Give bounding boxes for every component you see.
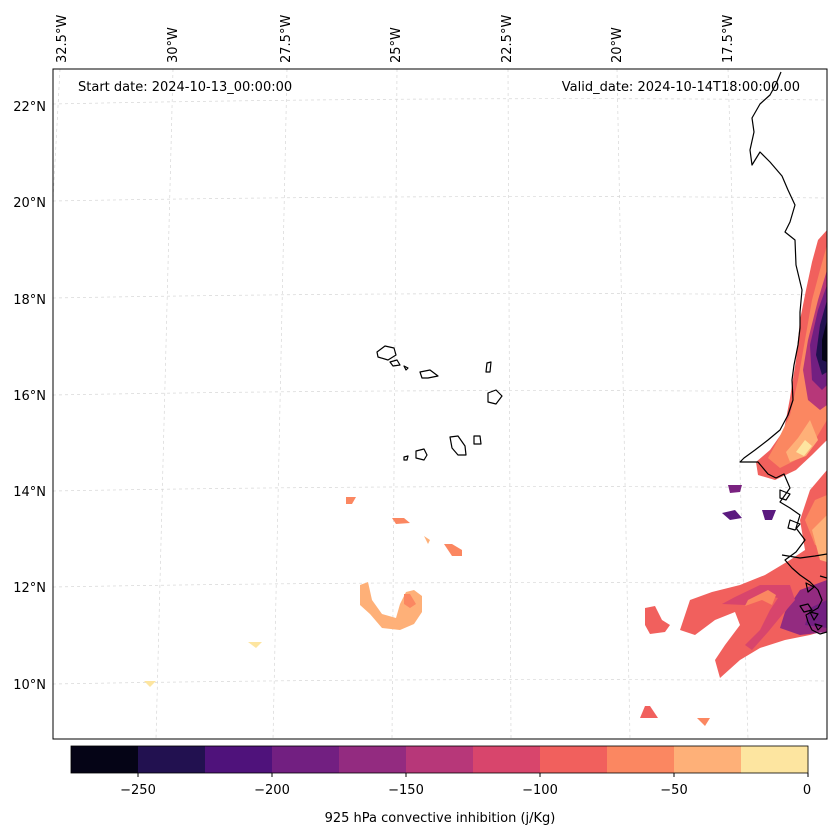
colorbar-segment	[71, 746, 139, 773]
latitude-tick-labels: 22°N 20°N 18°N 16°N 14°N 12°N 10°N	[13, 100, 46, 693]
island-sao-vicente	[389, 359, 401, 367]
cin-filled-contours	[144, 230, 827, 726]
lat-gridline-22	[53, 98, 827, 105]
coastline-bay-1	[805, 582, 815, 593]
island-santa-luzia	[403, 365, 409, 371]
cin-contour-ocean-6	[144, 681, 156, 687]
lat-label-18: 18°N	[13, 293, 46, 308]
colorbar-tick-label-0: 0	[803, 783, 811, 798]
cin-contour-patch-5	[697, 718, 710, 726]
coastline-island-bijagos-2	[809, 611, 819, 621]
island-fogo	[415, 448, 428, 461]
lon-label-22-5: 22.5°W	[500, 15, 515, 63]
lat-label-22: 22°N	[13, 100, 46, 115]
lon-gridline-20	[616, 69, 631, 739]
longitude-tick-labels: 32.5°W 30°W 27.5°W 25°W 22.5°W 20°W 17.5…	[55, 15, 736, 63]
lat-label-14: 14°N	[13, 485, 46, 500]
colorbar-title: 925 hPa convective inhibition (j/Kg)	[325, 811, 556, 826]
cin-contour-ocean-1	[346, 497, 356, 504]
island-brava	[403, 455, 409, 461]
map-frame-background	[53, 69, 827, 739]
start-date-annotation: Start date: 2024-10-13_00:00:00	[78, 80, 292, 95]
lon-label-30: 30°W	[166, 27, 181, 63]
lat-gridline-20	[53, 196, 827, 202]
cin-contour-patch-west	[645, 606, 670, 634]
island-santo-antao	[376, 345, 397, 361]
lat-gridline-14	[53, 486, 827, 492]
lat-label-10: 10°N	[13, 678, 46, 693]
cin-contour-coast-peak	[822, 320, 827, 362]
cin-contour-ocean-2	[392, 518, 410, 524]
lon-label-20: 20°W	[610, 27, 625, 63]
lon-gridline-32-5	[53, 69, 61, 201]
lon-gridline-22-5	[507, 69, 512, 739]
cin-contour-ocean-ring-core	[404, 594, 416, 608]
coastline-island-bijagos-3	[814, 623, 823, 631]
colorbar-tick-label-neg250: −250	[120, 783, 156, 798]
lon-label-17-5: 17.5°W	[721, 15, 736, 63]
valid-date-annotation: Valid_date: 2024-10-14T18:00:00.00	[562, 80, 800, 95]
cin-contour-coast-light	[786, 420, 818, 462]
lat-gridline-16	[53, 390, 827, 396]
cin-contour-ocean-5	[248, 642, 262, 648]
colorbar-segment	[540, 746, 608, 773]
colorbar-segment	[406, 746, 474, 773]
colorbar-tick-label-neg200: −200	[254, 783, 290, 798]
coastlines	[376, 71, 827, 635]
coastline-inlet-1	[779, 489, 791, 501]
colorbar-tick-labels: −250 −200 −150 −100 −50 0	[120, 783, 811, 798]
africa-coastline	[739, 71, 827, 635]
colorbar-segment	[205, 746, 273, 773]
map-content	[53, 69, 827, 739]
coastline-island-bijagos-1	[799, 603, 813, 613]
lon-label-32-5: 32.5°W	[55, 15, 70, 63]
lon-label-25: 25°W	[389, 27, 404, 63]
colorbar-tick-label-neg100: −100	[522, 783, 558, 798]
cin-contour-ocean-4	[424, 536, 430, 544]
coastline-inlet-2	[787, 519, 801, 531]
lon-label-27-5: 27.5°W	[279, 15, 294, 63]
island-sal	[485, 361, 492, 373]
coastline-estuary	[781, 553, 827, 559]
lon-gridline-27-5	[272, 69, 288, 739]
colorbar-segment	[741, 746, 809, 773]
lat-label-20: 20°N	[13, 196, 46, 211]
colorbar-segment	[339, 746, 407, 773]
colorbar-segment	[138, 746, 206, 773]
lat-gridline-18	[53, 293, 827, 299]
coastline-bay-2	[819, 575, 827, 579]
lat-gridline-12	[53, 582, 827, 588]
cin-contour-south-light	[812, 515, 827, 562]
colorbar-tick-label-neg150: −150	[388, 783, 424, 798]
cin-contour-patch-1	[722, 510, 742, 520]
lon-gridline-30	[155, 69, 174, 739]
island-maio	[473, 435, 482, 445]
island-sao-nicolau	[419, 369, 439, 379]
cin-contour-south-mid	[722, 585, 795, 650]
colorbar-tick-label-neg50: −50	[660, 783, 687, 798]
island-santiago	[449, 435, 467, 456]
cin-contour-ocean-3	[444, 544, 462, 556]
lat-label-16: 16°N	[13, 389, 46, 404]
cin-contour-patch-3	[728, 485, 742, 493]
cin-contour-south-orange-arm	[745, 590, 776, 606]
colorbar-border	[70, 745, 809, 774]
colorbar	[70, 745, 809, 777]
lat-gridline-10	[53, 679, 827, 685]
colorbar-segment	[607, 746, 675, 773]
cin-contour-coast-mid	[768, 245, 827, 468]
cin-contour-coast-lightest	[796, 440, 812, 456]
lat-label-12: 12°N	[13, 581, 46, 596]
colorbar-segment	[473, 746, 541, 773]
colorbar-segment	[674, 746, 742, 773]
colorbar-segment	[272, 746, 340, 773]
island-boa-vista	[487, 389, 503, 405]
cin-contour-patch-2	[762, 510, 776, 520]
map-border	[52, 68, 828, 740]
cin-contour-patch-4	[640, 706, 658, 718]
